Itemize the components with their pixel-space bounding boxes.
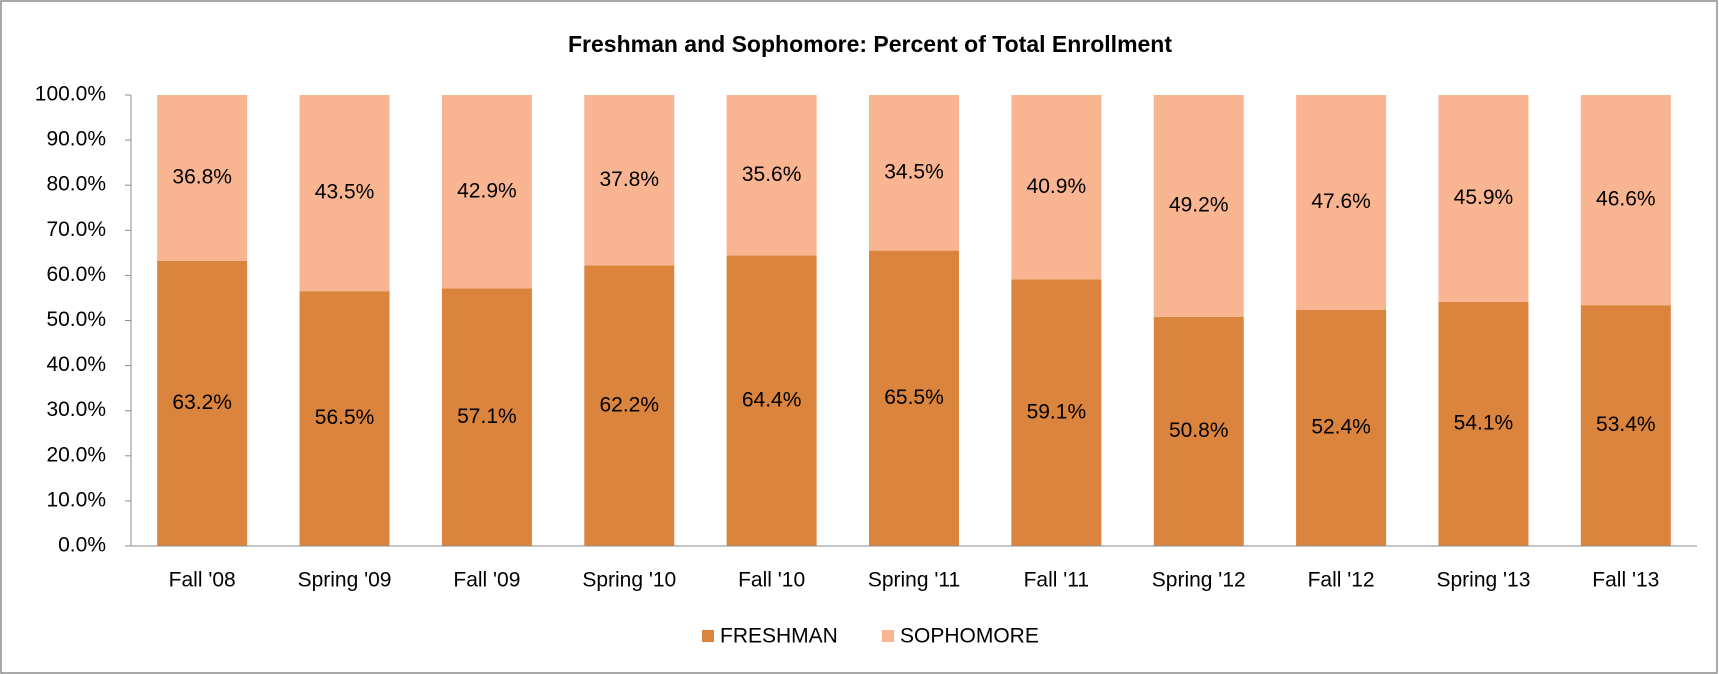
data-label: 54.1% xyxy=(1454,412,1514,435)
bar-segment xyxy=(441,288,532,546)
legend-label: SOPHOMORE xyxy=(900,625,1039,648)
x-tick-label: Fall '13 xyxy=(1592,569,1659,592)
x-tick-label: Spring '13 xyxy=(1437,569,1531,592)
bar-segment xyxy=(869,95,959,251)
y-tick-label: 40.0% xyxy=(46,353,106,376)
x-tick-label: Fall '09 xyxy=(453,569,520,592)
y-tick-label: 100.0% xyxy=(35,83,106,106)
bar-segment xyxy=(584,95,675,266)
data-label: 52.4% xyxy=(1311,415,1371,438)
data-label: 49.2% xyxy=(1169,193,1229,216)
data-label: 40.9% xyxy=(1027,175,1087,198)
bar-segment xyxy=(1011,95,1102,280)
bar-segment xyxy=(157,260,248,546)
bar-segment xyxy=(157,95,248,261)
legend-swatch xyxy=(882,630,894,642)
x-tick-label: Fall '08 xyxy=(169,569,236,592)
bar-segment xyxy=(1580,95,1671,306)
data-label: 50.8% xyxy=(1169,419,1229,442)
data-label: 57.1% xyxy=(457,405,517,428)
data-label: 53.4% xyxy=(1596,413,1656,436)
bar-segment xyxy=(869,250,959,546)
y-tick-label: 60.0% xyxy=(46,263,106,286)
data-label: 37.8% xyxy=(599,168,659,191)
data-label: 34.5% xyxy=(884,160,944,183)
x-tick-label: Fall '11 xyxy=(1024,569,1089,592)
bar-segment xyxy=(1438,95,1529,303)
data-label: 43.5% xyxy=(315,181,375,204)
bar-segment xyxy=(1580,305,1671,546)
data-label: 59.1% xyxy=(1027,400,1087,423)
y-tick-label: 10.0% xyxy=(46,488,106,511)
bar-segment xyxy=(1296,95,1387,310)
chart-title: Freshman and Sophomore: Percent of Total… xyxy=(568,31,1172,57)
legend-label: FRESHMAN xyxy=(720,625,838,648)
x-tick-label: Spring '10 xyxy=(582,569,676,592)
legend-swatch xyxy=(702,630,714,642)
bar-segment xyxy=(1153,316,1244,546)
y-tick-label: 70.0% xyxy=(46,218,106,241)
y-tick-label: 0.0% xyxy=(58,534,106,557)
y-tick-label: 50.0% xyxy=(46,308,106,331)
bar-segment xyxy=(299,95,390,292)
bar-segment xyxy=(441,95,532,289)
data-label: 46.6% xyxy=(1596,188,1656,211)
x-tick-label: Spring '12 xyxy=(1152,569,1246,592)
bar-segment xyxy=(299,291,390,546)
bar-segment xyxy=(1011,279,1102,546)
x-tick-label: Fall '12 xyxy=(1308,569,1375,592)
bar-segment xyxy=(584,265,675,546)
bar-segment xyxy=(1296,309,1387,546)
data-label: 64.4% xyxy=(742,388,802,411)
data-label: 45.9% xyxy=(1454,186,1514,209)
data-label: 47.6% xyxy=(1311,190,1371,213)
data-label: 56.5% xyxy=(315,406,375,429)
data-label: 42.9% xyxy=(457,179,517,202)
x-tick-label: Fall '10 xyxy=(738,569,805,592)
y-tick-label: 90.0% xyxy=(46,128,106,151)
bar-segment xyxy=(1438,302,1529,546)
x-tick-label: Spring '09 xyxy=(298,569,392,592)
data-label: 65.5% xyxy=(884,386,944,409)
y-tick-label: 30.0% xyxy=(46,398,106,421)
bar-segment xyxy=(1153,95,1244,317)
data-label: 63.2% xyxy=(172,391,232,414)
y-tick-label: 80.0% xyxy=(46,173,106,196)
x-tick-label: Spring '11 xyxy=(868,569,960,592)
data-label: 35.6% xyxy=(742,163,802,186)
bar-segment xyxy=(726,95,817,256)
bar-segment xyxy=(726,255,817,546)
data-label: 36.8% xyxy=(172,166,232,189)
data-label: 62.2% xyxy=(599,393,659,416)
y-tick-label: 20.0% xyxy=(46,443,106,466)
